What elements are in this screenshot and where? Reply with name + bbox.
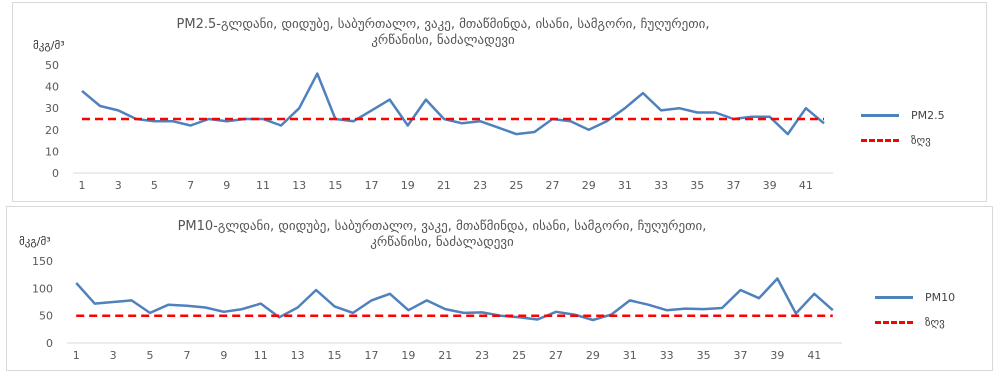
x-tick-label: 5: [151, 179, 158, 192]
legend-item-limit: ზღვ: [861, 134, 945, 147]
x-tick-label: 19: [401, 349, 415, 362]
x-tick-label: 11: [256, 179, 270, 192]
chart-title: PM10-გლდანი, დიდუბე, საბურთალო, ვაკე, მთ…: [177, 219, 707, 250]
legend-label: ზღვ: [911, 134, 931, 147]
y-tick-label: 100: [32, 282, 53, 295]
y-tick-label: 30: [45, 102, 59, 115]
legend-label: ზღვ: [925, 316, 945, 329]
y-tick-label: 20: [45, 124, 59, 137]
y-axis-label: მკგ/მ³: [33, 39, 65, 52]
x-tick-label: 27: [549, 349, 563, 362]
x-tick-label: 1: [79, 179, 86, 192]
x-tick-label: 25: [509, 179, 523, 192]
x-tick-label: 41: [807, 349, 821, 362]
x-tick-label: 13: [292, 179, 306, 192]
x-tick-label: 27: [546, 179, 560, 192]
y-tick-label: 10: [45, 145, 59, 158]
x-tick-label: 31: [623, 349, 637, 362]
legend-dash-swatch: [875, 321, 913, 324]
y-tick-label: 40: [45, 81, 59, 94]
x-tick-label: 9: [220, 349, 227, 362]
x-tick-label: 25: [512, 349, 526, 362]
series-line: [75, 277, 834, 322]
pm10-chart-panel: PM10-გლდანი, დიდუბე, საბურთალო, ვაკე, მთ…: [6, 206, 993, 371]
x-tick-label: 37: [726, 179, 740, 192]
legend-label: PM2.5: [911, 109, 945, 122]
chart-title: PM2.5-გლდანი, დიდუბე, საბურთალო, ვაკე, მ…: [176, 17, 710, 48]
legend-line-swatch: [861, 114, 899, 117]
y-axis-label: მკგ/მ³: [19, 235, 51, 248]
legend-label: PM10: [925, 291, 956, 304]
legend-item-pm10: PM10: [875, 291, 955, 304]
x-tick-label: 1: [73, 349, 80, 362]
x-tick-label: 35: [690, 179, 704, 192]
y-tick-label: 50: [45, 59, 59, 72]
pm25-chart-panel: PM2.5-გლდანი, დიდუბე, საბურთალო, ვაკე, მ…: [12, 2, 987, 202]
legend-item-limit: ზღვ: [875, 316, 955, 329]
x-tick-label: 29: [586, 349, 600, 362]
x-tick-label: 15: [328, 349, 342, 362]
x-tick-label: 23: [473, 179, 487, 192]
legend: PM10 ზღვ: [875, 291, 955, 341]
x-tick-label: 19: [401, 179, 415, 192]
x-tick-label: 15: [328, 179, 342, 192]
x-tick-label: 17: [364, 349, 378, 362]
x-tick-label: 7: [187, 179, 194, 192]
x-tick-label: 33: [660, 349, 674, 362]
x-tick-label: 31: [618, 179, 632, 192]
x-tick-label: 21: [438, 349, 452, 362]
x-tick-label: 5: [147, 349, 154, 362]
x-tick-label: 35: [697, 349, 711, 362]
x-tick-label: 3: [115, 179, 122, 192]
legend-line-swatch: [875, 296, 913, 299]
x-tick-label: 37: [734, 349, 748, 362]
x-tick-label: 33: [654, 179, 668, 192]
y-tick-label: 0: [46, 337, 53, 350]
x-tick-label: 17: [365, 179, 379, 192]
y-tick-label: 50: [39, 310, 53, 323]
x-tick-label: 23: [475, 349, 489, 362]
x-tick-label: 39: [763, 179, 777, 192]
legend-item-pm25: PM2.5: [861, 109, 945, 122]
x-tick-label: 29: [582, 179, 596, 192]
y-tick-label: 150: [32, 255, 53, 268]
x-tick-label: 41: [799, 179, 813, 192]
x-tick-label: 13: [291, 349, 305, 362]
x-tick-label: 3: [110, 349, 117, 362]
x-tick-label: 11: [254, 349, 268, 362]
x-tick-label: 7: [183, 349, 190, 362]
series-line: [81, 72, 825, 136]
y-tick-label: 0: [52, 167, 59, 180]
legend-dash-swatch: [861, 139, 899, 142]
x-tick-label: 21: [437, 179, 451, 192]
x-tick-label: 9: [223, 179, 230, 192]
x-tick-label: 39: [770, 349, 784, 362]
legend: PM2.5 ზღვ: [861, 109, 945, 159]
